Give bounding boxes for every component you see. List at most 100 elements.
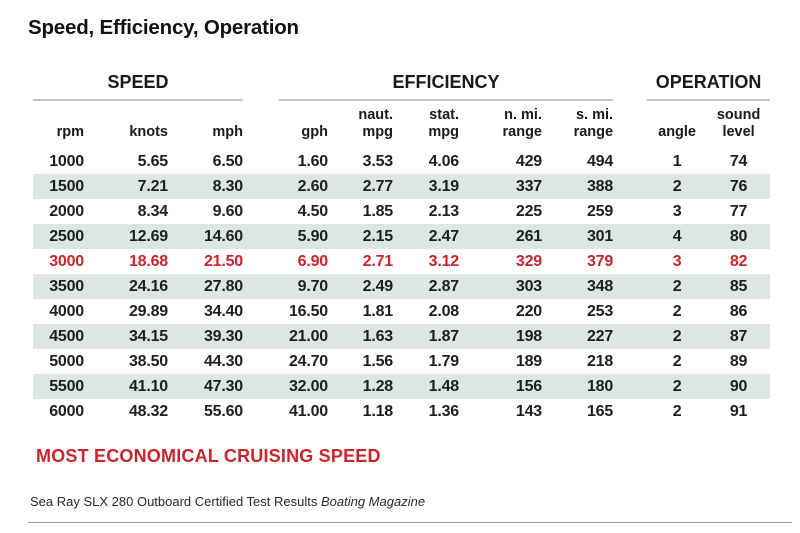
cell-s-mi-range: 379 [586, 253, 614, 271]
cell-angle: 2 [672, 178, 682, 196]
cell-naut-mpg: 2.71 [362, 253, 394, 271]
cell-naut-mpg: 3.53 [362, 153, 394, 171]
cell-rpm: 2500 [49, 228, 84, 246]
col-header-angle: angle [658, 124, 696, 141]
cell-rpm: 6000 [49, 403, 84, 421]
cell-sound-level: 90 [729, 378, 748, 396]
cell-n-mi-range: 225 [515, 203, 542, 221]
table-row-2000: 2000 8.34 9.60 4.50 1.85 2.13 225 259 3 77 [33, 199, 770, 224]
cell-sound-level: 76 [729, 178, 748, 196]
cell-gph: 24.70 [288, 353, 328, 371]
cell-angle: 2 [672, 278, 682, 296]
cell-naut-mpg: 1.28 [362, 378, 394, 396]
table-row-6000: 6000 48.32 55.60 41.00 1.18 1.36 143 165 2 91 [33, 399, 770, 424]
column-gap [243, 349, 279, 374]
cell-n-mi-range: 220 [515, 303, 542, 321]
table-row-3500: 3500 24.16 27.80 9.70 2.49 2.87 303 348 2 85 [33, 274, 771, 300]
cell-rpm: 3000 [49, 253, 84, 271]
cell-naut-mpg: 1.85 [362, 203, 394, 221]
cell-stat-mpg: 1.36 [428, 403, 460, 421]
cell-stat-mpg: 2.13 [428, 203, 460, 221]
page-title: Speed, Efficiency, Operation [28, 16, 299, 39]
cell-mph: 27.80 [203, 278, 243, 296]
column-gap [613, 324, 647, 349]
table-row-5500: 5500 41.10 47.30 32.00 1.28 1.48 156 180 2 90 [33, 374, 771, 400]
cell-mph: 39.30 [203, 328, 243, 346]
cell-s-mi-range: 494 [586, 153, 614, 171]
cell-mph: 9.60 [212, 203, 244, 221]
cell-gph: 41.00 [288, 403, 328, 421]
column-gap [613, 224, 647, 249]
col-header-sound-level: sound level [716, 107, 761, 141]
column-gap [243, 70, 279, 100]
column-gap [613, 399, 647, 424]
cell-mph: 47.30 [203, 378, 243, 396]
cell-stat-mpg: 2.87 [428, 278, 460, 296]
cell-rpm: 1000 [49, 153, 84, 171]
cell-sound-level: 85 [729, 278, 748, 296]
cell-angle: 2 [672, 328, 682, 346]
cell-naut-mpg: 1.63 [362, 328, 394, 346]
cell-gph: 9.70 [297, 278, 329, 296]
cell-gph: 5.90 [297, 228, 329, 246]
cell-angle: 3 [672, 203, 682, 221]
col-header-n-mi-range: n. mi. range [502, 107, 543, 141]
cell-gph: 32.00 [288, 378, 328, 396]
column-gap [243, 374, 279, 399]
cell-naut-mpg: 2.15 [362, 228, 394, 246]
column-gap [613, 299, 647, 324]
cell-s-mi-range: 259 [586, 203, 614, 221]
cell-n-mi-range: 156 [515, 378, 542, 396]
column-gap [243, 399, 279, 424]
column-gap [613, 100, 647, 149]
group-speed: SPEED [33, 70, 243, 101]
col-header-gph: gph [301, 124, 328, 141]
table-row-3000: 3000 18.68 21.50 6.90 2.71 3.12 329 379 3 82 [33, 249, 770, 274]
table-row-1500: 1500 7.21 8.30 2.60 2.77 3.19 337 388 2 76 [33, 174, 771, 200]
source-text: Sea Ray SLX 280 Outboard Certified Test … [30, 494, 318, 510]
results-table: SPEED EFFICIENCY OPERATION rpm knots mph… [33, 70, 771, 424]
cell-gph: 6.90 [297, 253, 329, 271]
source-caption: Sea Ray SLX 280 Outboard Certified Test … [30, 494, 800, 509]
group-efficiency: EFFICIENCY [279, 70, 614, 101]
cell-n-mi-range: 143 [515, 403, 542, 421]
cell-mph: 55.60 [203, 403, 243, 421]
cell-angle: 2 [672, 303, 682, 321]
cell-s-mi-range: 253 [586, 303, 614, 321]
group-operation: OPERATION [647, 70, 771, 101]
bottom-divider [28, 522, 792, 524]
cell-gph: 21.00 [288, 328, 328, 346]
col-header-naut-mpg: naut. mpg [358, 107, 393, 141]
cell-mph: 14.60 [203, 228, 243, 246]
column-gap [243, 149, 279, 174]
table-row-4500: 4500 34.15 39.30 21.00 1.63 1.87 198 227 2 87 [33, 324, 771, 350]
cell-knots: 29.89 [128, 303, 168, 321]
cell-rpm: 4500 [49, 328, 84, 346]
column-gap [243, 249, 279, 274]
cell-n-mi-range: 329 [515, 253, 542, 271]
cell-angle: 3 [672, 253, 682, 271]
column-gap [243, 100, 279, 149]
column-gap [613, 274, 647, 299]
column-gap [613, 349, 647, 374]
cell-knots: 18.68 [128, 253, 168, 271]
column-gap [613, 174, 647, 199]
cell-angle: 2 [672, 403, 682, 421]
cell-s-mi-range: 180 [586, 378, 614, 396]
cell-s-mi-range: 348 [586, 278, 614, 296]
column-gap [243, 224, 279, 249]
col-header-rpm: rpm [56, 124, 84, 141]
col-header-mph: mph [212, 124, 243, 141]
cell-knots: 48.32 [128, 403, 168, 421]
column-gap [613, 149, 647, 174]
cell-angle: 4 [672, 228, 682, 246]
cell-sound-level: 91 [729, 403, 748, 421]
cell-n-mi-range: 198 [515, 328, 542, 346]
table-row-1000: 1000 5.65 6.50 1.60 3.53 4.06 429 494 1 74 [33, 149, 770, 174]
table-row-5000: 5000 38.50 44.30 24.70 1.56 1.79 189 218 2 89 [33, 349, 770, 374]
column-gap [243, 274, 279, 299]
cell-stat-mpg: 1.79 [428, 353, 460, 371]
cell-rpm: 5000 [49, 353, 84, 371]
column-gap [613, 249, 647, 274]
